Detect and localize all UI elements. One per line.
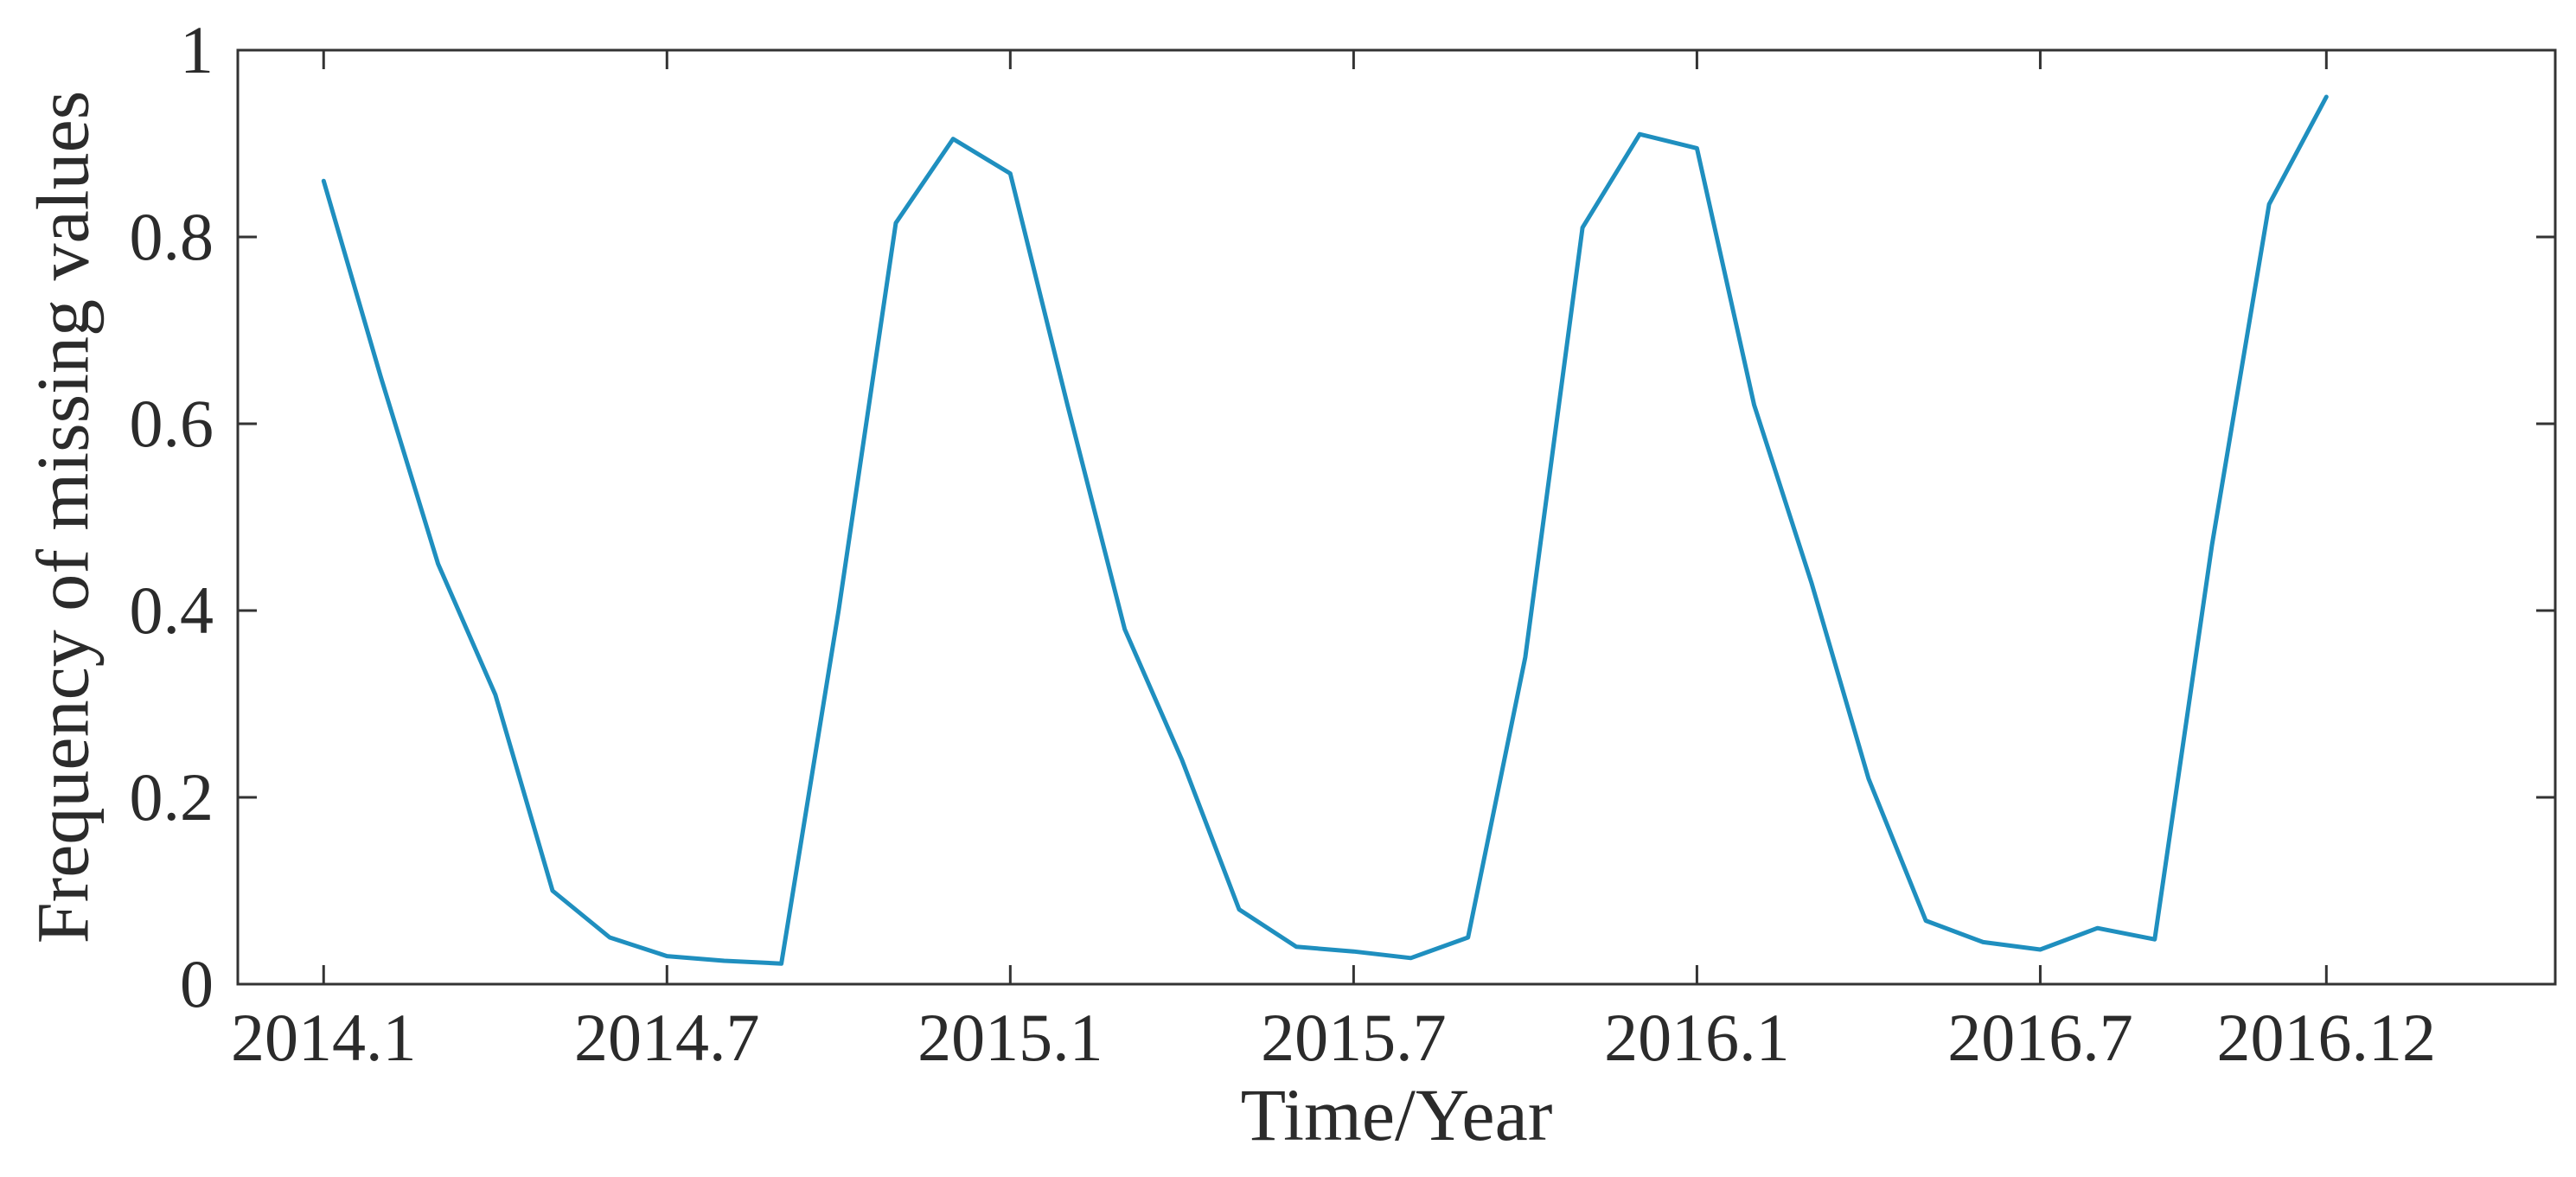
x-tick-label: 2016.1: [1604, 1000, 1790, 1075]
y-tick-label: 1: [180, 12, 214, 87]
data-line-series: [321, 94, 2329, 966]
y-tick-label: 0.6: [130, 386, 214, 461]
y-tick-label: 0.4: [130, 573, 214, 648]
y-tick-label: 0: [180, 946, 214, 1021]
y-ticks: 0 0.2 0.4 0.6 0.8 1: [130, 12, 2555, 1021]
x-tick-label: 2015.1: [917, 1000, 1103, 1075]
x-tick-label: 2014.1: [231, 1000, 417, 1075]
x-tick-label: 2014.7: [574, 1000, 760, 1075]
y-tick-label: 0.8: [130, 199, 214, 274]
x-tick-label: 2016.12: [2217, 1000, 2437, 1075]
x-tick-label: 2016.7: [1947, 1000, 2133, 1075]
x-axis-title: Time/Year: [1241, 1073, 1553, 1156]
x-tick-label: 2015.7: [1261, 1000, 1447, 1075]
x-ticks: 2014.1 2014.7 2015.1 2015.7 2016.1 2016.7 2016…: [231, 50, 2436, 1075]
y-axis-title: Frequency of missing values: [22, 91, 105, 944]
plot-area-frame: [236, 48, 2557, 986]
y-tick-label: 0.2: [130, 759, 214, 835]
